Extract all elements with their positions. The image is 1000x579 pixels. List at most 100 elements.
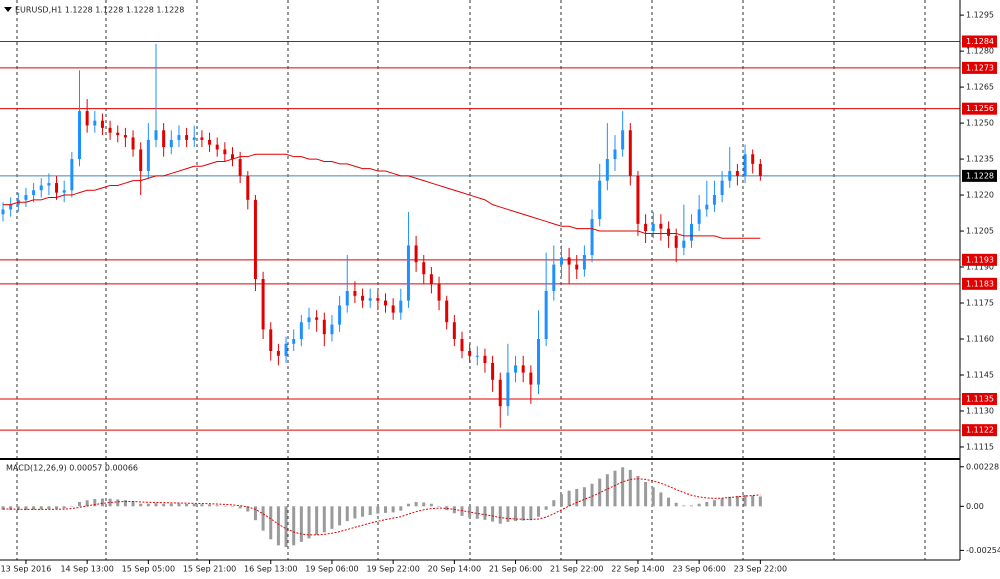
- macd-bar: [345, 506, 349, 522]
- macd-bar: [32, 506, 36, 510]
- x-tick-label: 21 Sep 22:00: [550, 565, 603, 574]
- candle-body: [674, 235, 678, 248]
- y-tick-label: 1.1145: [966, 370, 994, 379]
- macd-bar: [16, 506, 20, 511]
- candle-body: [491, 362, 495, 380]
- macd-bar: [85, 500, 89, 507]
- macd-bar: [636, 475, 640, 507]
- candle-body: [185, 135, 189, 140]
- candle-body: [575, 264, 579, 270]
- candle-body: [621, 130, 625, 150]
- candle-body: [514, 365, 518, 373]
- candle-body: [361, 295, 365, 301]
- macd-bar: [292, 506, 296, 546]
- last-price-label: 1.1228: [966, 171, 994, 180]
- x-tick-label: 19 Sep 22:00: [366, 565, 419, 574]
- macd-bar: [705, 501, 709, 507]
- macd-bar: [39, 506, 43, 510]
- candle-body: [667, 228, 671, 236]
- macd-title: MACD(12,26,9) 0.00057 0.00066: [6, 464, 138, 473]
- candle-body: [200, 137, 204, 140]
- macd-bar: [422, 502, 426, 507]
- candle-body: [70, 159, 74, 191]
- signal-line: [2, 478, 761, 536]
- candle-body: [330, 324, 334, 335]
- x-tick-label: 20 Sep 14:00: [428, 565, 481, 574]
- candle-body: [521, 365, 525, 373]
- candle-body: [735, 171, 739, 176]
- macd-bar: [758, 496, 762, 507]
- macd-bar: [361, 506, 365, 517]
- level-label: 1.1193: [966, 255, 994, 264]
- macd-bar: [261, 506, 265, 531]
- macd-bar: [506, 506, 510, 522]
- candle-body: [506, 372, 510, 407]
- macd-bar: [55, 506, 59, 509]
- candle-body: [116, 132, 120, 136]
- macd-bar: [445, 506, 449, 511]
- candle-body: [253, 199, 257, 280]
- macd-bar: [720, 498, 724, 507]
- candle-body: [728, 171, 732, 181]
- macd-bar: [353, 506, 357, 519]
- level-label-box: [962, 61, 997, 74]
- macd-bar: [368, 506, 372, 515]
- macd-bar: [697, 503, 701, 507]
- level-label-box: [962, 102, 997, 115]
- macd-bar: [483, 506, 487, 520]
- candle-body: [498, 379, 502, 407]
- candle-body: [429, 274, 433, 284]
- macd-bar: [192, 503, 196, 507]
- macd-bar: [728, 496, 732, 507]
- level-label-box: [962, 277, 997, 290]
- candle-body: [123, 135, 127, 138]
- plot: [0, 41, 960, 548]
- candle-body: [246, 175, 250, 200]
- candle-body: [483, 355, 487, 363]
- y-tick-label: 1.1130: [966, 406, 994, 415]
- candle-body: [276, 350, 280, 356]
- candle-body: [353, 291, 357, 296]
- candle-body: [544, 291, 548, 340]
- candle-body: [1, 209, 5, 215]
- candle-body: [269, 329, 273, 351]
- macd-bar: [491, 506, 495, 522]
- candle-body: [24, 195, 28, 200]
- macd-bar: [108, 498, 112, 507]
- macd-bar: [154, 503, 158, 507]
- macd-bar: [62, 506, 66, 509]
- macd-bar: [437, 506, 441, 507]
- level-label-box: [962, 424, 997, 437]
- candle-body: [644, 223, 648, 232]
- macd-bar: [162, 503, 166, 507]
- y-tick-label: 1.1205: [966, 227, 994, 236]
- macd-bar: [47, 506, 51, 509]
- y-tick-label: 0.00228: [966, 462, 999, 471]
- x-tick-label: 23 Sep 06:00: [672, 565, 725, 574]
- macd-bar: [299, 506, 303, 542]
- y-tick-label: 1.1235: [966, 155, 994, 164]
- last-price-box: [962, 169, 997, 182]
- candle-body: [162, 130, 166, 148]
- y-tick-label: 1.1265: [966, 83, 994, 92]
- candle-body: [690, 223, 693, 241]
- candle-body: [743, 154, 747, 176]
- level-label: 1.1183: [966, 279, 994, 288]
- candle-body: [697, 209, 701, 224]
- macd-bar: [544, 506, 548, 510]
- macd-bar: [116, 499, 120, 507]
- x-tick-label: 15 Sep 05:00: [122, 565, 175, 574]
- candle-body: [406, 245, 410, 301]
- level-label: 1.1135: [966, 394, 994, 403]
- candle-body: [598, 180, 602, 220]
- candle-body: [93, 120, 97, 126]
- macd-bar: [307, 506, 311, 539]
- macd-bar: [712, 500, 716, 507]
- candle-body: [261, 279, 265, 330]
- candle-body: [399, 300, 403, 313]
- candle-body: [154, 130, 158, 140]
- candle-body: [712, 195, 716, 205]
- candle-body: [559, 257, 563, 265]
- macd-bar: [185, 503, 189, 507]
- x-tick-label: 19 Sep 06:00: [305, 565, 358, 574]
